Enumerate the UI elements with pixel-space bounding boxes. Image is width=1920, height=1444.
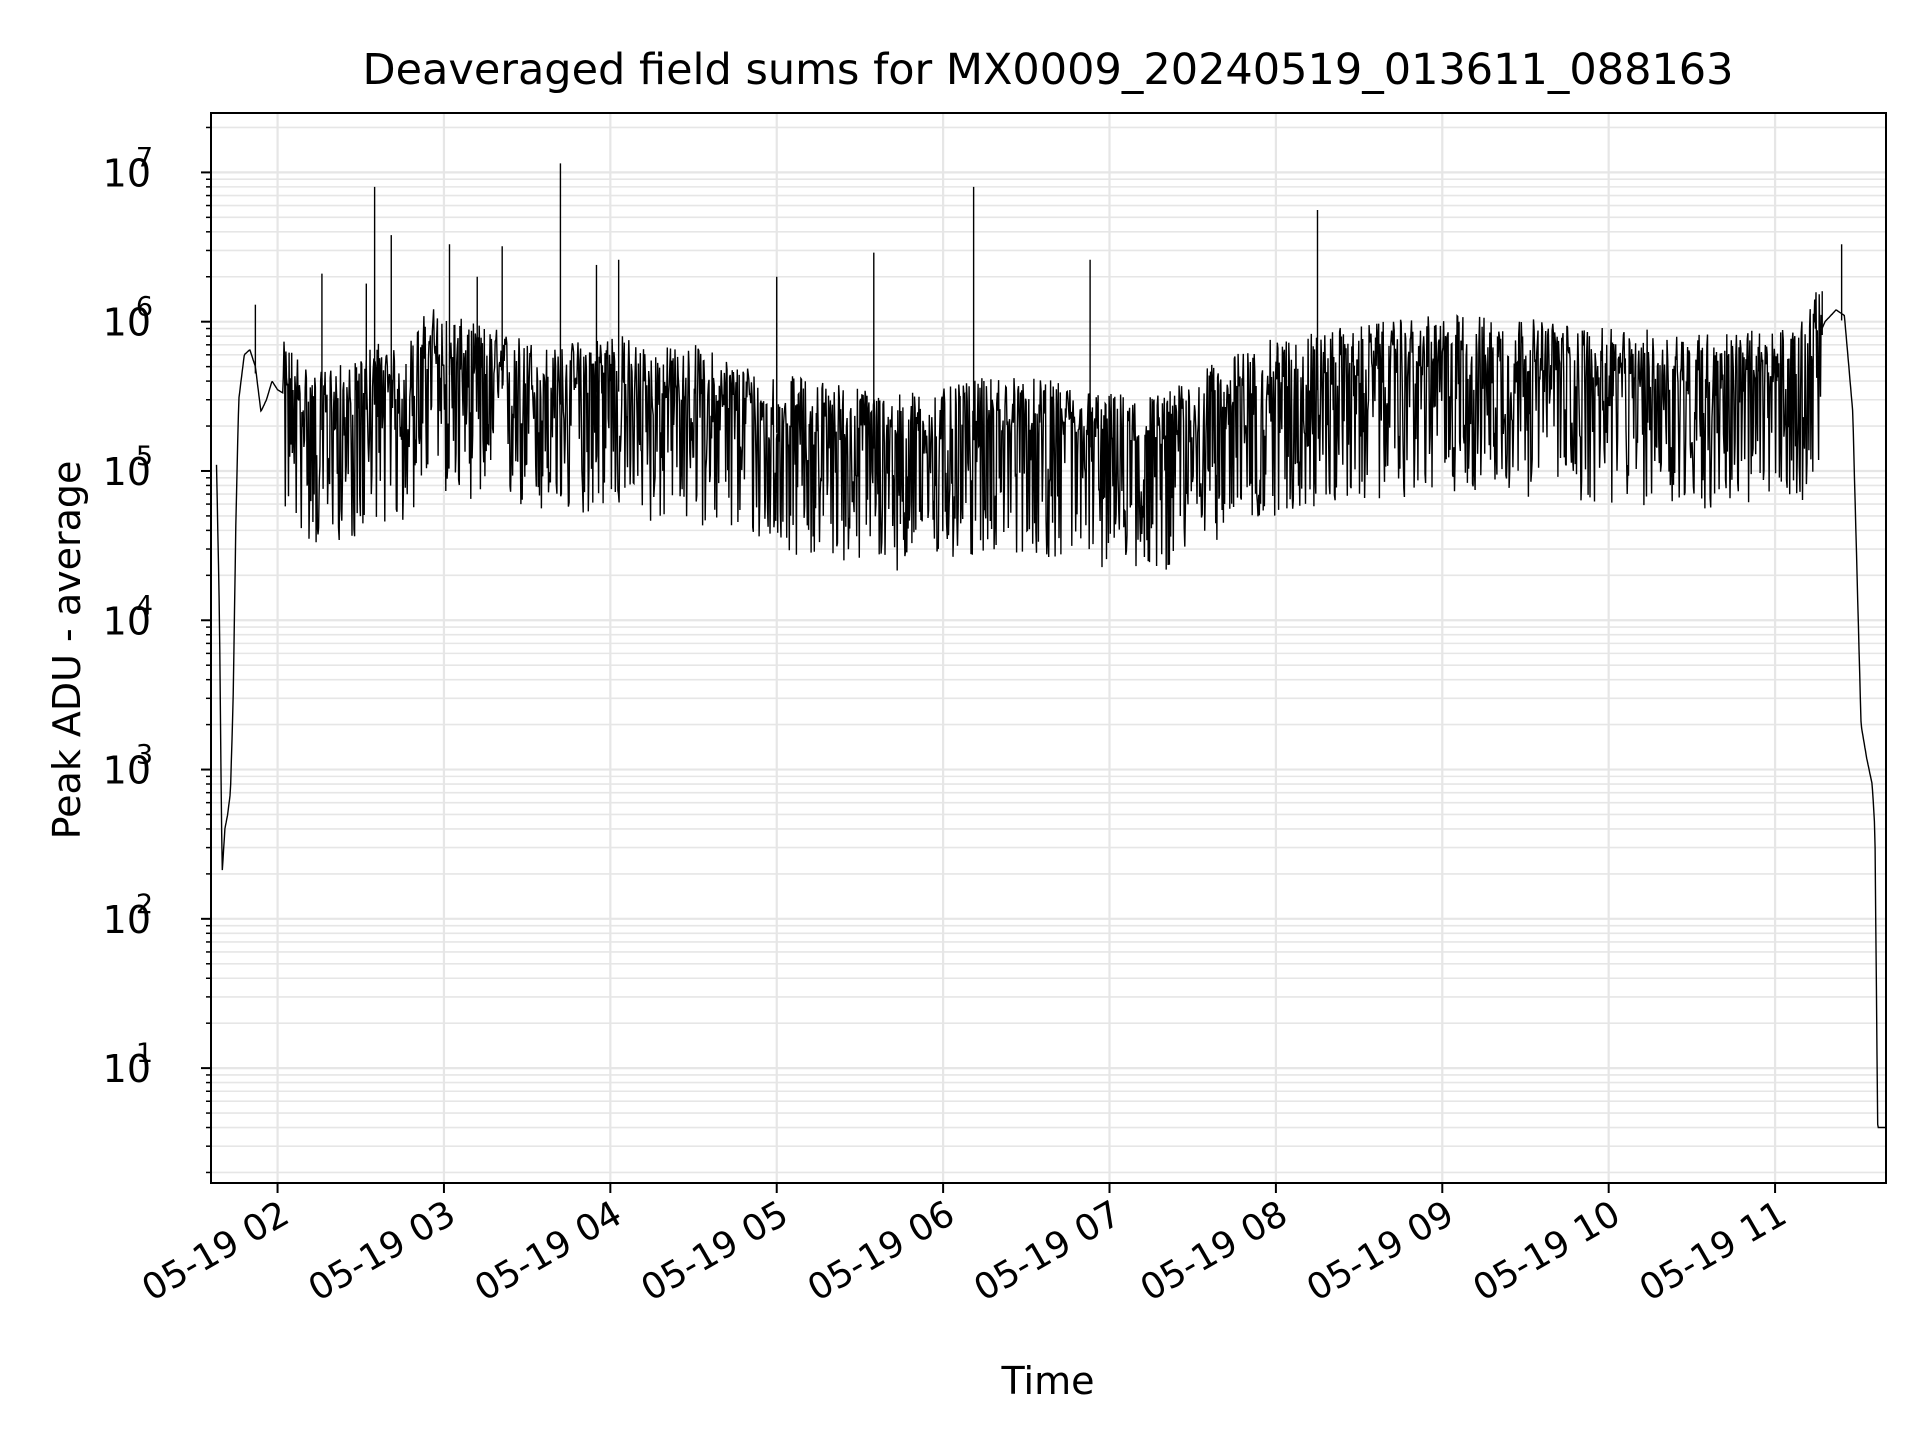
y-tick-exponent: 6 xyxy=(136,292,153,323)
y-tick-exponent: 1 xyxy=(136,1038,153,1069)
y-tick-base: 10 xyxy=(103,450,151,494)
y-tick-exponent: 2 xyxy=(136,889,153,920)
y-tick-label: 10 xyxy=(103,1047,151,1091)
y-tick-label: 10 xyxy=(103,450,151,494)
x-axis-label: Time xyxy=(1001,1359,1095,1403)
series-line xyxy=(215,292,1886,1129)
y-tick-label: 10 xyxy=(103,898,151,942)
y-tick-base: 10 xyxy=(103,898,151,942)
y-tick-base: 10 xyxy=(103,301,151,345)
y-tick-exponent: 5 xyxy=(136,441,153,472)
y-tick-base: 10 xyxy=(103,599,151,643)
y-tick-exponent: 7 xyxy=(136,142,153,173)
chart-title: Deaveraged field sums for MX0009_2024051… xyxy=(362,45,1733,95)
y-tick-label: 10 xyxy=(103,151,151,195)
series-layer xyxy=(215,292,1886,1129)
spike-layer xyxy=(254,163,1843,449)
y-tick-exponent: 3 xyxy=(136,740,153,771)
y-tick-label: 10 xyxy=(103,599,151,643)
y-axis-label: Peak ADU - average xyxy=(45,461,89,840)
grid-layer xyxy=(211,113,1886,1183)
y-tick-exponent: 4 xyxy=(136,590,153,621)
y-tick-base: 10 xyxy=(103,151,151,195)
y-tick-label: 10 xyxy=(103,749,151,793)
plot-area-frame xyxy=(210,112,1887,1184)
y-tick-base: 10 xyxy=(103,1047,151,1091)
y-tick-base: 10 xyxy=(103,749,151,793)
y-tick-label: 10 xyxy=(103,301,151,345)
